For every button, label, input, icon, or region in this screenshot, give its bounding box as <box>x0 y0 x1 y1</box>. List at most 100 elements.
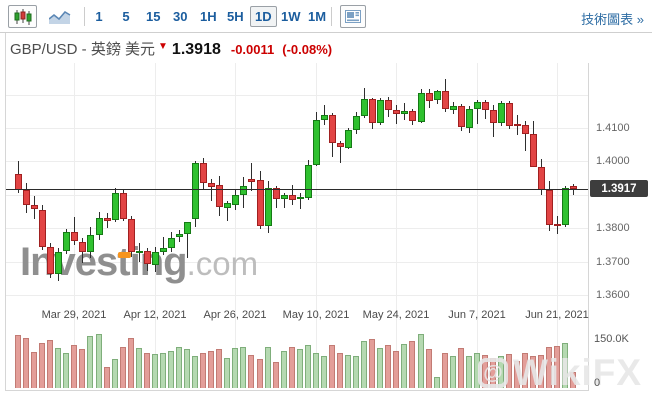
horizontal-gridline <box>6 262 588 263</box>
volume-bar-down <box>409 341 415 388</box>
candle-body-up <box>297 197 304 199</box>
candle-body-down <box>369 99 376 123</box>
vertical-gridline <box>316 63 317 388</box>
horizontal-gridline <box>6 161 588 162</box>
candle-wick <box>163 237 164 255</box>
volume-bar-up <box>176 347 182 388</box>
volume-bar-up <box>401 344 407 388</box>
volume-bar-up <box>498 356 504 388</box>
candle-body-up <box>450 106 457 110</box>
chart-bottom-border <box>5 390 589 391</box>
candle-body-up <box>55 252 62 274</box>
technical-chart-link[interactable]: 技術圖表 » <box>581 12 644 27</box>
interval-button-1[interactable]: 1 <box>95 9 103 24</box>
volume-bar-down <box>538 355 544 388</box>
interval-button-1W[interactable]: 1W <box>281 9 301 24</box>
price-down-arrow-icon: ▼ <box>158 41 168 52</box>
candle-body-up <box>96 218 103 235</box>
candle-body-up <box>474 102 481 109</box>
volume-bar-down <box>144 353 150 388</box>
interval-button-1D[interactable]: 1D <box>250 6 277 27</box>
candle-body-down <box>273 188 280 199</box>
volume-bar-up <box>265 347 271 388</box>
candle-body-up <box>434 91 441 100</box>
instrument-header: GBP/USD - 英鎊 美元 ▼ 1.3918 -0.0011 (-0.08%… <box>10 38 340 59</box>
volume-bar-up <box>418 334 424 388</box>
candle-body-down <box>409 111 416 121</box>
volume-bar-down <box>369 339 375 388</box>
candle-body-up <box>361 99 368 116</box>
candle-body-down <box>120 193 127 219</box>
volume-bar-down <box>71 345 77 388</box>
y-axis-tick-label: 1.4100 <box>596 122 630 134</box>
x-axis-tick-label: May 10, 2021 <box>282 309 350 321</box>
candle-body-down <box>248 179 255 182</box>
volume-bar-up <box>281 351 287 388</box>
interval-button-30[interactable]: 30 <box>173 9 188 24</box>
volume-bar-down <box>200 353 206 388</box>
candle-body-up <box>192 163 199 219</box>
horizontal-gridline <box>6 228 588 229</box>
volume-bar-up <box>240 347 246 388</box>
x-axis-tick-label: May 24, 2021 <box>362 309 430 321</box>
candle-body-down <box>426 93 433 101</box>
price-change-percent: (-0.08%) <box>282 42 333 57</box>
interval-button-1H[interactable]: 1H <box>200 9 217 24</box>
volume-bar-down <box>514 361 520 388</box>
volume-bar-down <box>522 353 528 388</box>
candle-wick <box>211 179 212 201</box>
news-panel-button[interactable] <box>340 5 366 28</box>
toolbar: 1 5 15 30 1H 5H 1D 1W 1M 技術圖表 » <box>0 0 652 33</box>
wikifx-watermark: @ WikiFX <box>478 352 642 394</box>
candle-wick <box>227 201 228 221</box>
candle-body-down <box>144 251 151 264</box>
line-chart-button[interactable] <box>45 5 74 28</box>
volume-bar-down <box>554 346 560 388</box>
volume-bar-up <box>466 356 472 388</box>
candle-body-up <box>321 115 328 120</box>
candle-wick <box>74 217 75 245</box>
interval-button-5H[interactable]: 5H <box>227 9 244 24</box>
candle-body-up <box>498 103 505 123</box>
candle-body-up <box>63 232 70 251</box>
volume-bar-down <box>570 372 576 388</box>
x-axis-tick-label: Jun 7, 2021 <box>448 309 506 321</box>
volume-bar-down <box>216 349 222 388</box>
volume-bar-down <box>393 351 399 388</box>
volume-bar-down <box>458 348 464 388</box>
candle-body-down <box>490 110 497 123</box>
volume-bar-down <box>530 356 536 388</box>
volume-bar-up <box>450 356 456 388</box>
volume-bar-down <box>208 351 214 388</box>
volume-bar-up <box>321 356 327 388</box>
candle-wick <box>187 222 188 258</box>
volume-bar-up <box>377 348 383 388</box>
vertical-gridline <box>396 63 397 388</box>
candle-body-down <box>514 124 521 126</box>
investing-watermark-accent <box>118 252 131 258</box>
interval-button-15[interactable]: 15 <box>146 9 161 24</box>
last-price: 1.3918 <box>171 41 221 58</box>
horizontal-gridline <box>6 295 588 296</box>
candlestick-chart-button[interactable] <box>8 5 37 28</box>
candle-body-up <box>176 234 183 237</box>
x-axis-tick-label: Mar 29, 2021 <box>41 309 107 321</box>
volume-bar-up <box>112 359 118 388</box>
candle-body-down <box>23 190 30 205</box>
candle-wick <box>300 193 301 209</box>
candle-body-down <box>329 115 336 143</box>
volume-bar-down <box>23 338 29 388</box>
volume-bar-down <box>546 347 552 388</box>
candle-body-down <box>393 110 400 114</box>
candle-body-down <box>71 232 78 241</box>
interval-button-1M[interactable]: 1M <box>308 9 327 24</box>
toolbar-separator <box>331 7 332 26</box>
candle-body-down <box>200 163 207 183</box>
candle-wick <box>525 121 526 151</box>
volume-bar-up <box>96 334 102 388</box>
candle-body-down <box>208 183 215 187</box>
volume-bar-up <box>361 341 367 388</box>
candle-body-down <box>79 242 86 252</box>
chart-right-border <box>588 63 589 390</box>
interval-button-5[interactable]: 5 <box>122 9 130 24</box>
